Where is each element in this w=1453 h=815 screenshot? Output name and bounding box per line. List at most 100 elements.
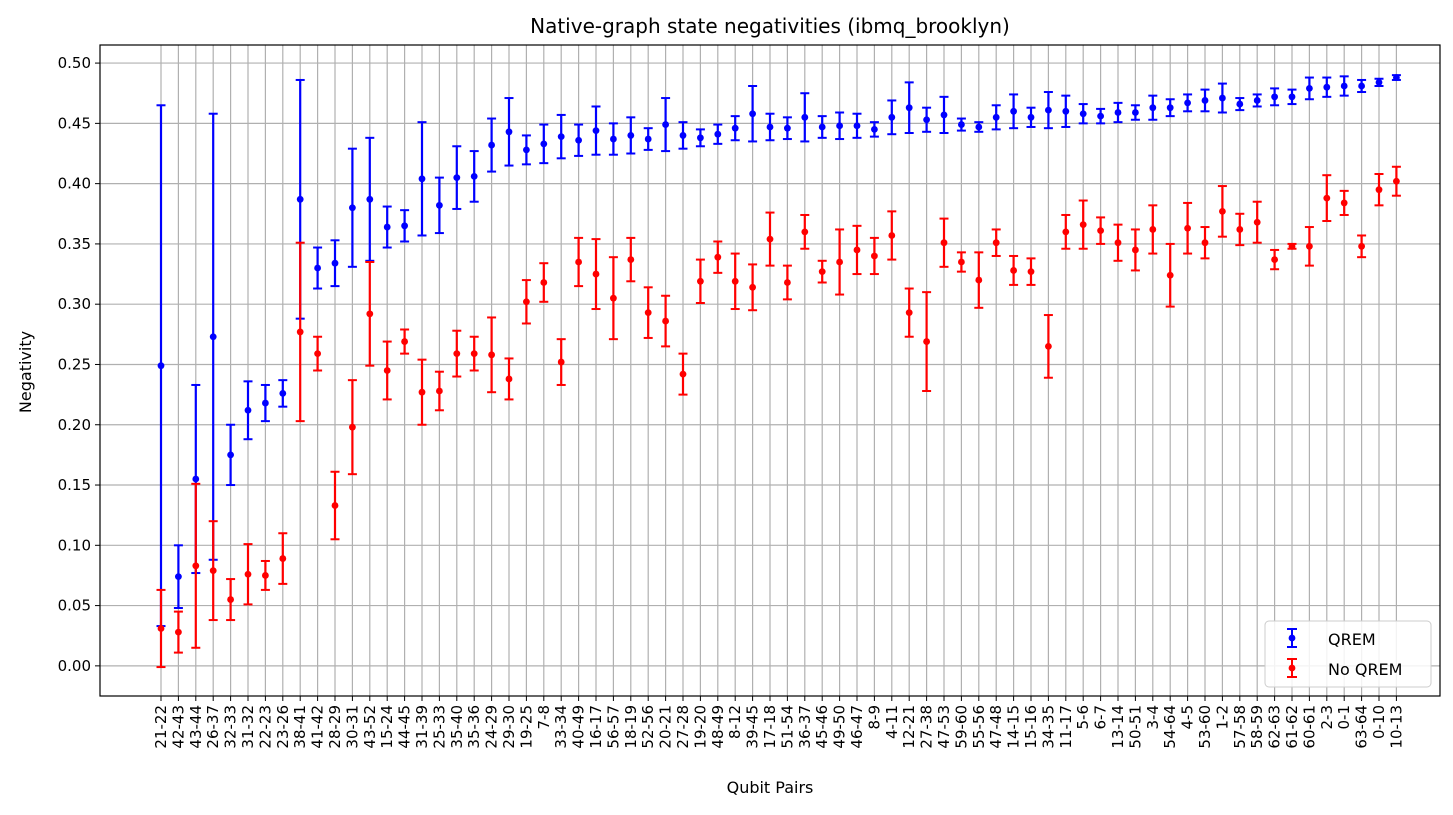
x-tick-label: 19-20 <box>691 705 709 749</box>
data-point <box>557 358 565 366</box>
data-point <box>488 141 495 149</box>
data-point <box>905 104 913 112</box>
data-point <box>749 283 756 291</box>
data-point <box>697 277 704 285</box>
data-point <box>1149 226 1157 233</box>
x-tick-label: 43-44 <box>187 705 205 749</box>
data-point <box>227 451 235 459</box>
legend-box <box>1264 620 1432 688</box>
data-point <box>453 174 461 182</box>
x-tick-label: 4-11 <box>883 705 901 739</box>
data-point <box>349 423 356 431</box>
x-tick-label: 44-45 <box>396 705 414 749</box>
data-point <box>157 362 165 370</box>
x-tick-label: 8-12 <box>726 705 744 739</box>
data-point <box>175 573 182 581</box>
data-point <box>523 298 530 306</box>
data-point <box>401 338 408 345</box>
x-tick-label: 1-2 <box>1213 705 1231 730</box>
data-point <box>644 309 652 317</box>
data-point <box>975 276 983 284</box>
data-point <box>575 136 582 144</box>
data-point <box>749 110 756 118</box>
x-tick-label: 38-41 <box>291 705 309 749</box>
data-point <box>523 146 530 154</box>
x-tick-label: 7-8 <box>535 705 553 730</box>
data-point <box>801 113 809 121</box>
data-point <box>1288 242 1296 250</box>
data-point <box>1045 342 1052 350</box>
data-point <box>1027 113 1035 121</box>
x-tick-label: 47-48 <box>987 705 1005 749</box>
data-point <box>1166 271 1174 279</box>
x-tick-label: 6-7 <box>1092 705 1110 730</box>
x-tick-label: 15-16 <box>1022 705 1040 749</box>
data-point <box>244 406 252 414</box>
x-tick-label: 31-32 <box>239 705 257 749</box>
data-point <box>592 127 600 134</box>
data-point <box>157 625 165 632</box>
x-tick-label: 19-25 <box>517 705 535 749</box>
data-point <box>383 223 391 231</box>
data-point <box>296 195 304 203</box>
data-point <box>453 350 461 358</box>
data-point <box>662 317 669 325</box>
x-tick-label: 2-3 <box>1318 705 1336 730</box>
data-point <box>731 124 739 132</box>
data-point <box>1132 109 1139 116</box>
data-point <box>627 132 635 139</box>
data-point <box>470 173 478 180</box>
data-point <box>853 122 861 130</box>
data-point <box>1253 97 1261 104</box>
x-tick-label: 54-64 <box>1161 705 1179 749</box>
y-tick-label: 0.10 <box>58 536 91 554</box>
x-tick-label: 8-9 <box>865 705 883 730</box>
data-point <box>644 135 652 143</box>
x-tick-label: 56-57 <box>604 705 622 749</box>
data-point <box>610 294 617 302</box>
data-point <box>418 388 426 396</box>
data-point <box>714 253 722 261</box>
x-tick-label: 15-24 <box>378 705 396 749</box>
data-point <box>1045 106 1052 114</box>
x-tick-label: 63-64 <box>1353 705 1371 749</box>
data-point <box>436 201 443 209</box>
x-tick-label: 3-4 <box>1144 705 1162 730</box>
x-tick-label: 33-34 <box>552 705 570 749</box>
data-point <box>766 123 774 131</box>
data-point <box>1062 107 1070 115</box>
data-point <box>888 232 896 239</box>
data-point <box>192 562 200 570</box>
data-point <box>1393 177 1400 185</box>
legend-item-qrem <box>1287 628 1297 648</box>
data-point <box>853 246 861 254</box>
x-tick-label: 57-58 <box>1231 705 1249 749</box>
axis-ticks: 0.00 0.05 0.10 0.15 0.20 0.25 0.30 0.35 0.40 0.45… <box>58 54 1406 749</box>
x-tick-label: 40-49 <box>570 705 588 749</box>
data-point <box>679 132 687 139</box>
data-point <box>1375 186 1383 194</box>
data-point <box>1010 267 1017 274</box>
data-point <box>314 264 321 272</box>
data-point <box>314 350 321 358</box>
data-point <box>1271 93 1278 101</box>
data-point <box>923 116 930 124</box>
data-point <box>610 135 617 143</box>
x-tick-label: 29-30 <box>500 705 518 749</box>
data-point <box>1097 112 1104 120</box>
data-point <box>1166 104 1174 112</box>
x-tick-label: 4-5 <box>1179 705 1197 730</box>
x-tick-label: 22-23 <box>256 705 274 749</box>
data-point <box>784 124 791 132</box>
x-tick-label: 17-18 <box>761 705 779 749</box>
x-tick-label: 46-47 <box>848 705 866 749</box>
x-tick-label: 35-40 <box>448 705 466 749</box>
data-point <box>227 596 235 603</box>
data-point <box>1358 242 1365 250</box>
data-point <box>418 175 426 183</box>
y-tick-label: 0.25 <box>58 355 91 373</box>
x-tick-label: 36-37 <box>796 705 814 749</box>
data-point <box>1271 256 1278 263</box>
data-point <box>1236 226 1244 233</box>
